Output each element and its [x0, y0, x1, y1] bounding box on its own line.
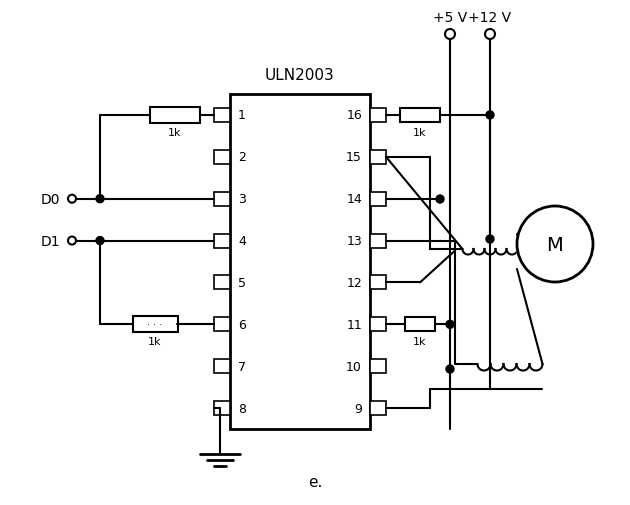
Bar [370, 109, 386, 123]
Bar [370, 234, 386, 248]
Text: 6: 6 [238, 318, 246, 331]
Bar [370, 318, 386, 332]
Text: 1: 1 [238, 109, 246, 122]
Text: 3: 3 [238, 193, 246, 206]
Text: 5: 5 [238, 276, 246, 289]
Bar [214, 276, 230, 290]
Text: 2: 2 [238, 151, 246, 164]
Text: 8: 8 [238, 402, 246, 415]
Bar [214, 192, 230, 206]
Text: D1: D1 [40, 234, 60, 248]
Bar [214, 318, 230, 332]
Text: 12: 12 [346, 276, 362, 289]
Bar [370, 360, 386, 374]
Text: 10: 10 [346, 360, 362, 373]
Bar [150, 108, 200, 124]
Text: 4: 4 [238, 235, 246, 247]
Text: 1k: 1k [413, 128, 427, 138]
Text: +12 V: +12 V [469, 11, 512, 25]
Circle shape [436, 195, 444, 204]
Circle shape [485, 30, 495, 40]
Bar [214, 234, 230, 248]
Text: ULN2003: ULN2003 [265, 68, 335, 83]
Bar [370, 401, 386, 415]
Text: · · ·: · · · [147, 320, 163, 330]
Bar [400, 109, 440, 123]
Text: 11: 11 [346, 318, 362, 331]
Bar [132, 317, 178, 333]
Text: +5 V: +5 V [433, 11, 467, 25]
Text: 13: 13 [346, 235, 362, 247]
Bar [230, 95, 370, 429]
Text: 14: 14 [346, 193, 362, 206]
Circle shape [96, 195, 104, 204]
Circle shape [486, 235, 494, 243]
Circle shape [517, 207, 593, 282]
Bar [370, 150, 386, 165]
Text: 16: 16 [346, 109, 362, 122]
Text: 1k: 1k [413, 337, 427, 346]
Text: e.: e. [308, 474, 322, 489]
Bar [214, 401, 230, 415]
Bar [214, 150, 230, 165]
Text: 7: 7 [238, 360, 246, 373]
Bar [370, 192, 386, 206]
Text: 1k: 1k [168, 128, 181, 138]
Circle shape [446, 365, 454, 373]
Circle shape [445, 30, 455, 40]
Text: M: M [547, 235, 563, 254]
Bar [370, 276, 386, 290]
Text: D0: D0 [40, 192, 60, 206]
Text: 9: 9 [354, 402, 362, 415]
Text: 1k: 1k [148, 337, 162, 346]
Circle shape [68, 237, 76, 245]
Circle shape [68, 195, 76, 204]
Circle shape [486, 112, 494, 120]
Circle shape [446, 321, 454, 329]
Bar [405, 318, 435, 332]
Text: 15: 15 [346, 151, 362, 164]
Bar [214, 360, 230, 374]
Circle shape [96, 237, 104, 245]
Bar [214, 109, 230, 123]
